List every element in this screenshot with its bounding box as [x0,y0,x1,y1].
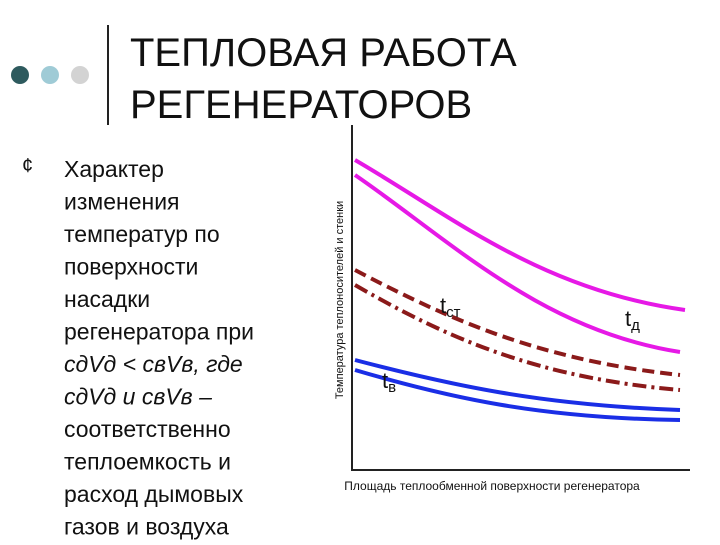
curve [353,158,686,312]
bullet-line: газов и воздуха [64,514,229,540]
bullet-line: расход дымовых [64,481,244,507]
curve-label: tст [440,293,461,321]
dot [41,66,59,84]
dot [71,66,89,84]
curve [353,283,681,392]
curve-label: tв [382,368,396,396]
bullet-line: Характер [64,156,164,182]
bullet-line: соответственно [64,416,231,442]
title: ТЕПЛОВАЯ РАБОТА [130,31,517,75]
curve [353,173,681,354]
dot [11,66,29,84]
curve [354,368,681,422]
bullet-symbol: ¢ [22,155,33,177]
bullet-line: изменения [64,189,180,215]
y-axis-label: Температура теплоносителей и стенки [334,201,346,399]
bullet-line: теплоемкость и [64,449,231,475]
curve [354,358,681,412]
bullet-line: температур по [64,221,220,247]
title: РЕГЕНЕРАТОРОВ [130,83,472,127]
bullet-text: Характер изменения температур по поверхност… [64,156,254,540]
bullet-line: насадки [64,286,150,312]
x-axis-label: Площадь теплообменной поверхности регене… [344,479,640,493]
bullet-line: cдVд < cвVв, где [64,351,243,377]
bullet-line: cдVд и cвVв – [64,384,212,410]
bullet-line: поверхности [64,254,198,280]
bullet-line: регенератора при [64,319,254,345]
curve-label: tд [625,306,640,334]
curve [354,268,681,377]
